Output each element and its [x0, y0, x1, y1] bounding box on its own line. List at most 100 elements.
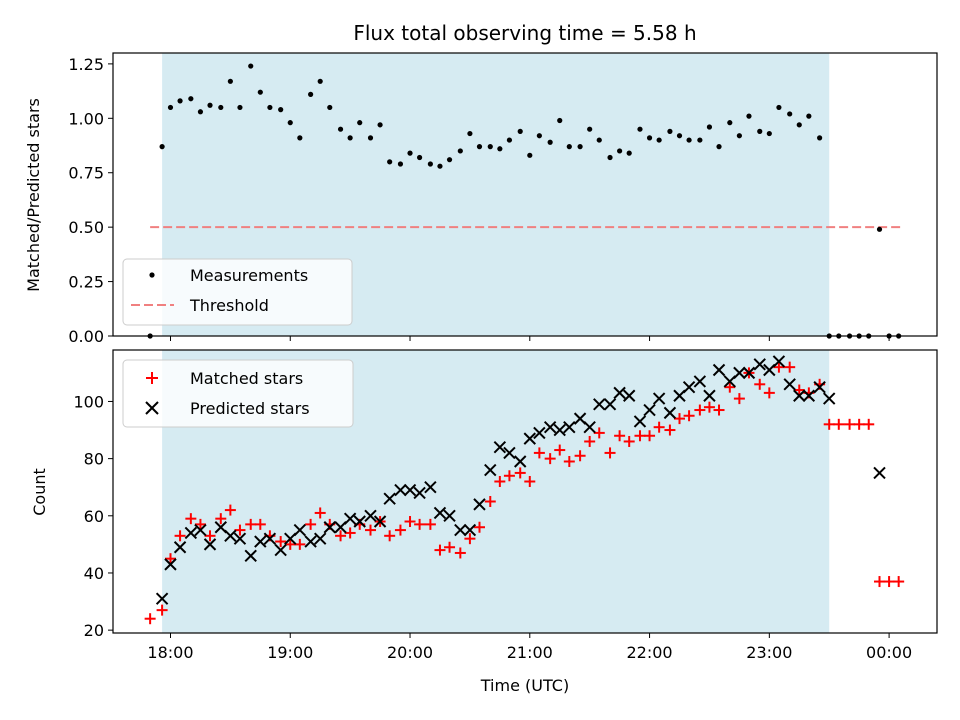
matched-star-point [294, 538, 306, 550]
measurement-point [577, 144, 583, 150]
measurement-point [327, 104, 333, 111]
predicted-star-point [873, 466, 886, 480]
matched-star-point [454, 547, 466, 559]
measurement-point [566, 144, 572, 150]
bottom-y-axis-label: Count [30, 468, 49, 516]
measurement-point [357, 120, 363, 126]
matched-star-point [473, 521, 485, 533]
matched-star-point [664, 424, 676, 436]
matched-star-point [533, 447, 545, 459]
top-y-axis-label: Matched/Predicted stars [24, 98, 43, 292]
measurement-point [446, 157, 453, 163]
measurement-point [796, 122, 802, 128]
measurement-point [159, 144, 165, 150]
predicted-star-point [493, 440, 507, 454]
bottom-x-tick-label: 22:00 [627, 643, 673, 662]
measurement-point [686, 137, 692, 143]
predicted-star-point [383, 492, 396, 505]
predicted-star-stroke-b [712, 363, 726, 377]
predicted-star-point [783, 378, 796, 391]
bottom-panel: 20 40 60 80 100 18:00 19:00 20:00 21:00 22:00 23:… [30, 349, 938, 695]
measurement-point [626, 150, 632, 156]
predicted-star-stroke-b [802, 389, 816, 402]
predicted-star-stroke-b [823, 392, 836, 405]
matched-star-point [874, 576, 886, 588]
predicted-star-stroke-b [643, 403, 656, 417]
matched-star-point [544, 453, 556, 465]
predicted-star-point [772, 355, 786, 368]
legend-measurements-label: Measurements [190, 266, 308, 285]
x-axis-label: Time (UTC) [480, 676, 569, 695]
predicted-star-stroke-b [733, 366, 746, 380]
measurement-point [497, 146, 503, 152]
matched-star-point [484, 496, 496, 508]
measurement-point [197, 109, 204, 115]
matched-star-point [584, 435, 596, 447]
bottom-y-axis: 20 40 60 80 100 [73, 392, 113, 640]
bottom-x-axis: 18:00 19:00 20:00 21:00 22:00 23:00 00:00 [147, 633, 912, 662]
predicted-star-point [473, 498, 486, 511]
matched-star-point [823, 418, 835, 430]
bottom-y-tick-label: 60 [84, 507, 104, 526]
matched-star-point [164, 553, 176, 565]
measurement-point [387, 159, 393, 165]
predicted-star-stroke-b [194, 523, 207, 537]
matched-star-point [733, 393, 745, 405]
predicted-star-stroke-b [164, 558, 177, 571]
matched-star-point [524, 475, 536, 487]
predicted-star-stroke-b [652, 392, 666, 405]
predicted-star-stroke-b [413, 486, 426, 500]
predicted-star-stroke-b [184, 526, 198, 540]
matched-star-point [844, 418, 856, 430]
predicted-star-point [703, 389, 716, 402]
predicted-star-point [364, 509, 377, 523]
bottom-y-tick-label: 40 [84, 564, 104, 583]
predicted-star-point [543, 420, 557, 434]
measurement-point [476, 144, 483, 150]
measurement-point [646, 135, 653, 141]
predicted-star-point [693, 375, 707, 388]
predicted-star-stroke-b [313, 532, 327, 545]
predicted-star-point [802, 389, 816, 402]
matched-star-point [694, 404, 706, 416]
predicted-star-stroke-b [663, 406, 677, 420]
predicted-star-stroke-b [343, 512, 357, 525]
predicted-star-stroke-b [433, 506, 447, 520]
predicted-star-stroke-b [424, 481, 437, 494]
predicted-star-point [823, 392, 836, 405]
measurement-point [617, 148, 623, 154]
predicted-star-point [514, 455, 527, 468]
predicted-star-stroke-b [373, 515, 387, 528]
predicted-star-point [394, 483, 407, 497]
bottom-panel-frame [112, 349, 938, 634]
measurement-point [876, 226, 883, 232]
measurement-point [727, 120, 733, 126]
predicted-star-point [233, 532, 247, 545]
matched-star-point [156, 604, 168, 616]
predicted-star-point [813, 380, 826, 394]
matched-star-point [833, 418, 845, 430]
predicted-star-stroke-b [622, 389, 636, 402]
predicted-star-point [633, 415, 647, 428]
predicted-star-stroke-b [443, 509, 456, 523]
predicted-star-stroke-b [543, 420, 557, 434]
measurement-point [817, 135, 823, 141]
predicted-star-point [553, 423, 566, 437]
predicted-star-point [463, 523, 477, 537]
matched-star-point [863, 418, 875, 430]
predicted-star-point [194, 523, 207, 537]
measurement-point [248, 63, 254, 69]
matched-star-point [703, 401, 715, 413]
predicted-star-stroke-b [254, 535, 267, 548]
measurement-points [147, 63, 902, 339]
predicted-star-point [433, 506, 447, 520]
predicted-star-point [443, 509, 456, 523]
predicted-star-point [353, 515, 366, 528]
predicted-star-point [184, 526, 198, 540]
predicted-stars-points [155, 355, 886, 605]
matched-star-point [853, 418, 865, 430]
predicted-star-point [484, 463, 497, 477]
matched-star-point [883, 576, 895, 588]
measurement-point [706, 124, 713, 130]
